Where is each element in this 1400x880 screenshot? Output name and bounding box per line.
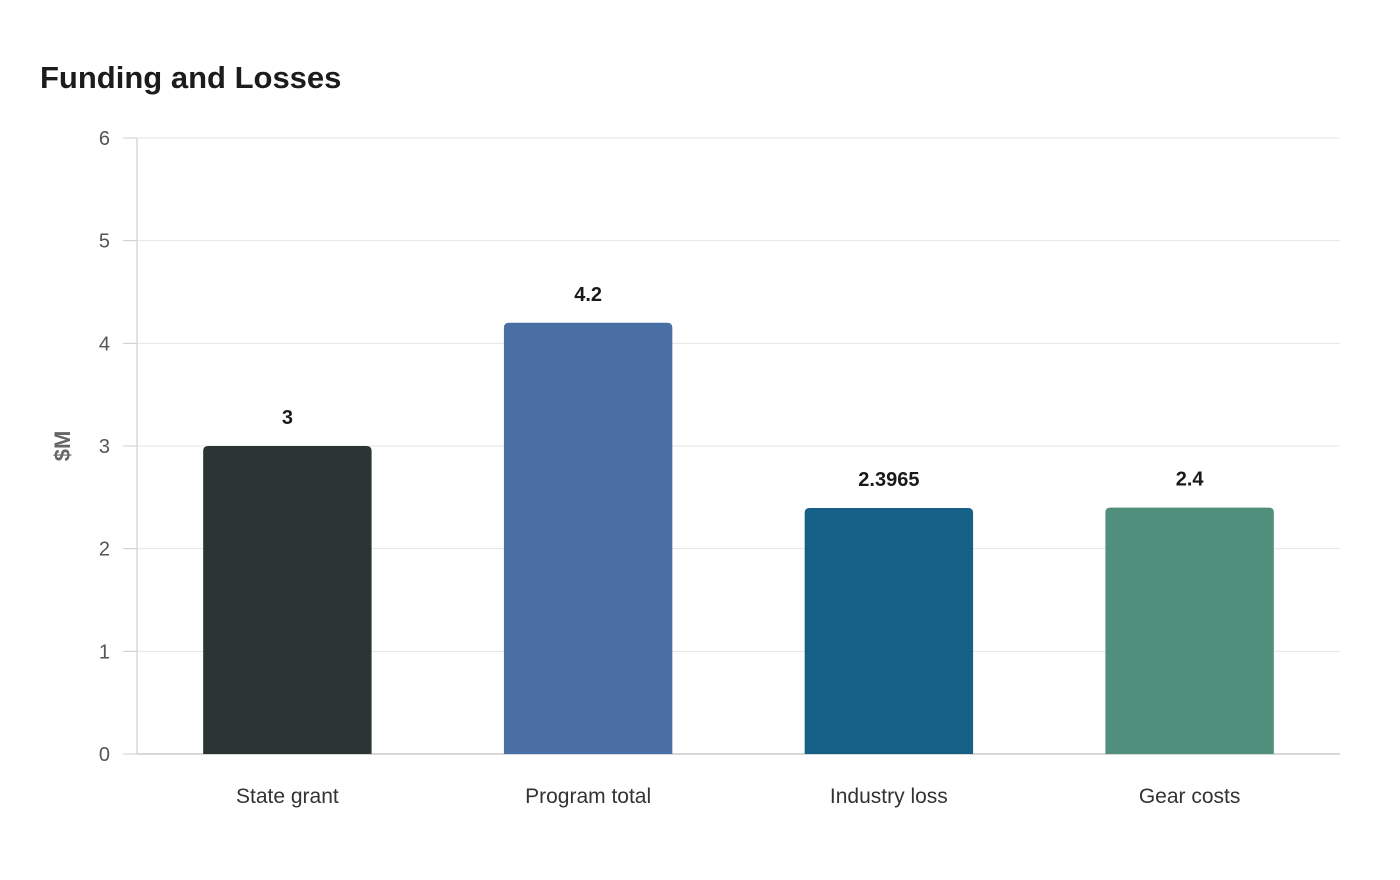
chart-title: Funding and Losses: [40, 60, 342, 95]
value-label: 2.4: [1176, 469, 1205, 491]
value-labels: 3 4.2 2.3965 2.4: [282, 284, 1205, 491]
value-label: 2.3965: [858, 469, 919, 491]
value-label: 4.2: [574, 284, 602, 306]
category-labels: State grant Program total Industry loss Gea…: [236, 785, 1240, 808]
category-label: State grant: [236, 785, 339, 808]
bar-gear-costs: [1105, 507, 1274, 754]
y-tick-label: 6: [99, 128, 110, 150]
bar-program-total: [503, 322, 673, 754]
value-label: 3: [282, 407, 293, 429]
y-axis-ticks: 0 1 2 3 4 5 6: [99, 128, 137, 766]
y-tick-label: 0: [99, 744, 110, 766]
y-tick-label: 1: [99, 641, 110, 663]
y-axis-label: $M: [50, 431, 75, 462]
category-label: Gear costs: [1139, 785, 1241, 808]
bar-industry-loss: [804, 507, 974, 754]
y-tick-label: 2: [99, 539, 110, 561]
y-tick-label: 5: [99, 231, 110, 253]
y-tick-label: 4: [99, 333, 110, 355]
category-label: Program total: [525, 785, 651, 808]
y-tick-label: 3: [99, 436, 110, 458]
category-label: Industry loss: [830, 785, 948, 808]
bars: [203, 322, 1274, 754]
bar-state-grant: [203, 446, 372, 754]
